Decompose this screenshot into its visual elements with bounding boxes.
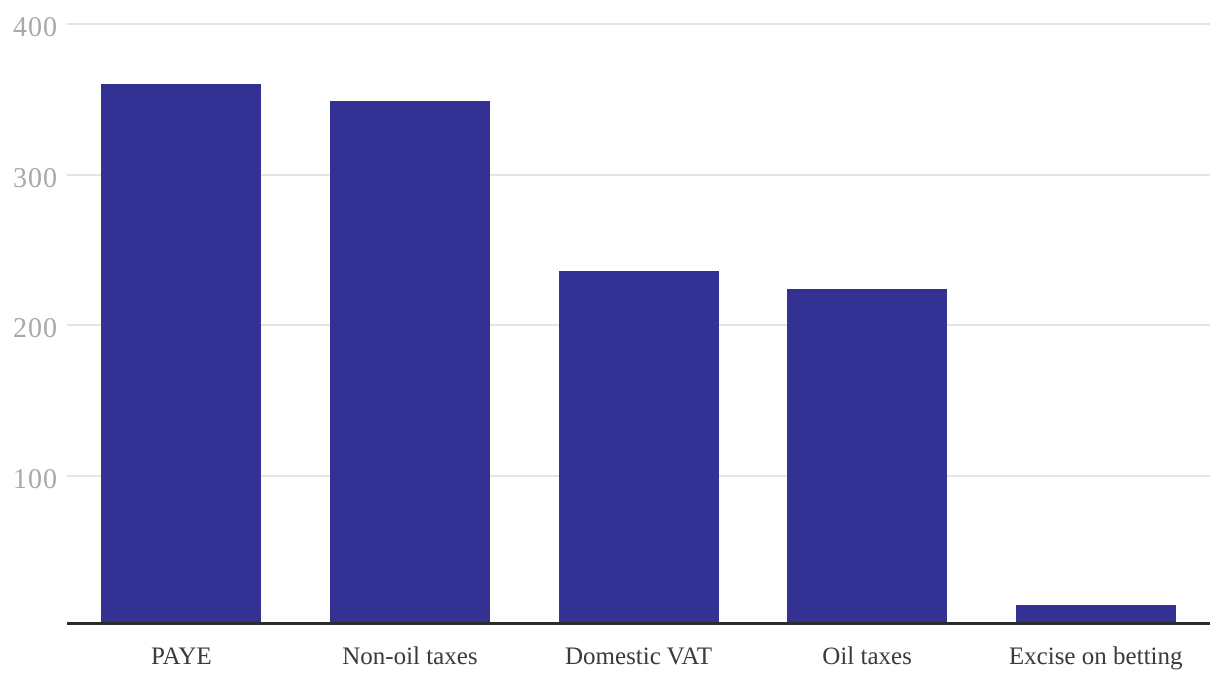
bar-oil-taxes <box>787 289 948 625</box>
x-axis-category-label: PAYE <box>150 643 212 670</box>
x-axis-category-label: Non-oil taxes <box>342 643 478 670</box>
y-axis-tick-label: 100 <box>13 463 58 495</box>
bar-domestic-vat <box>558 271 719 625</box>
x-axis-category-label: Excise on betting <box>1008 643 1183 670</box>
bar-excise-on-betting <box>1015 605 1176 625</box>
y-axis-tick-label: 400 <box>13 12 58 43</box>
x-axis-category-label: Oil taxes <box>822 643 912 670</box>
y-axis-tick-label: 200 <box>13 313 58 345</box>
y-axis-tick-label: 300 <box>13 162 58 194</box>
x-axis-line <box>67 622 1210 625</box>
gridline-400 <box>67 23 1210 25</box>
bar-non-oil-taxes <box>329 100 490 625</box>
x-axis-category-label: Domestic VAT <box>564 643 712 670</box>
bar-paye <box>101 84 262 625</box>
